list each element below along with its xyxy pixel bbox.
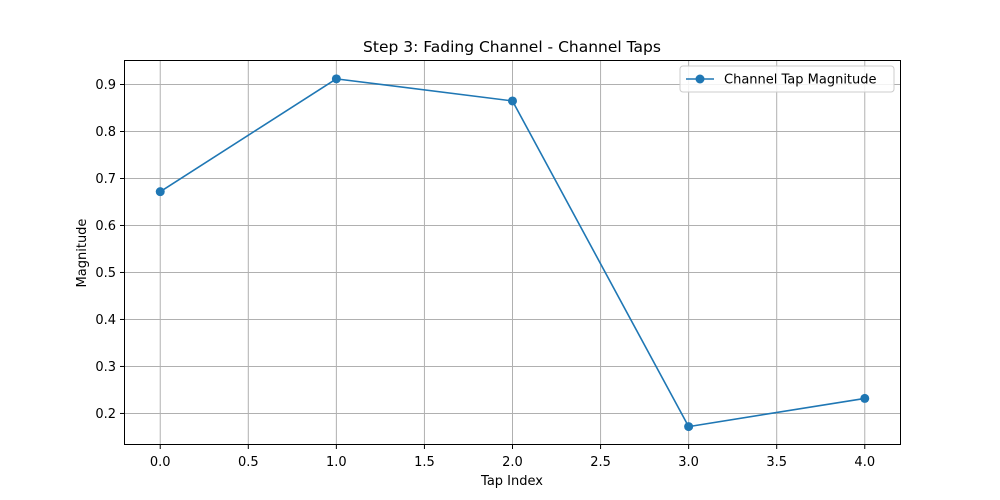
data-point <box>331 74 341 84</box>
x-tick-label: 1.0 <box>326 455 347 470</box>
y-tick-label: 0.4 <box>95 313 116 328</box>
x-tick-label: 2.0 <box>502 455 523 470</box>
legend-label: Channel Tap Magnitude <box>724 73 877 88</box>
y-tick-label: 0.3 <box>95 360 116 375</box>
x-tick-label: 3.0 <box>678 455 699 470</box>
series-layer <box>155 74 870 432</box>
tick-layer: 0.0 0.5 1.0 1.5 2.0 2.5 3.0 3.5 4.0 0.2 0.3 0.4 0.5 0… <box>95 78 875 470</box>
x-tick-label: 1.5 <box>414 455 435 470</box>
legend-box <box>679 65 895 93</box>
x-tick-label: 0.5 <box>238 455 259 470</box>
data-point <box>860 393 870 403</box>
x-tick-label: 2.5 <box>590 455 611 470</box>
y-tick-label: 0.8 <box>95 125 116 140</box>
data-point <box>155 187 165 197</box>
y-axis-label: Magnitude <box>75 219 90 288</box>
y-tick-label: 0.5 <box>95 266 116 281</box>
data-point <box>684 422 694 432</box>
x-tick-label: 3.5 <box>766 455 787 470</box>
y-tick-label: 0.6 <box>95 219 116 234</box>
x-tick-label: 4.0 <box>854 455 875 470</box>
legend: Channel Tap Magnitude <box>679 65 895 93</box>
data-point <box>508 96 517 106</box>
x-tick-label: 0.0 <box>150 455 171 470</box>
legend-marker-swatch <box>695 74 705 84</box>
y-tick-label: 0.9 <box>95 78 116 93</box>
y-tick-label: 0.2 <box>95 407 116 422</box>
y-tick-label: 0.7 <box>95 172 116 187</box>
x-axis-label: Tap Index <box>480 474 543 489</box>
chart-title: Step 3: Fading Channel - Channel Taps <box>363 38 661 56</box>
